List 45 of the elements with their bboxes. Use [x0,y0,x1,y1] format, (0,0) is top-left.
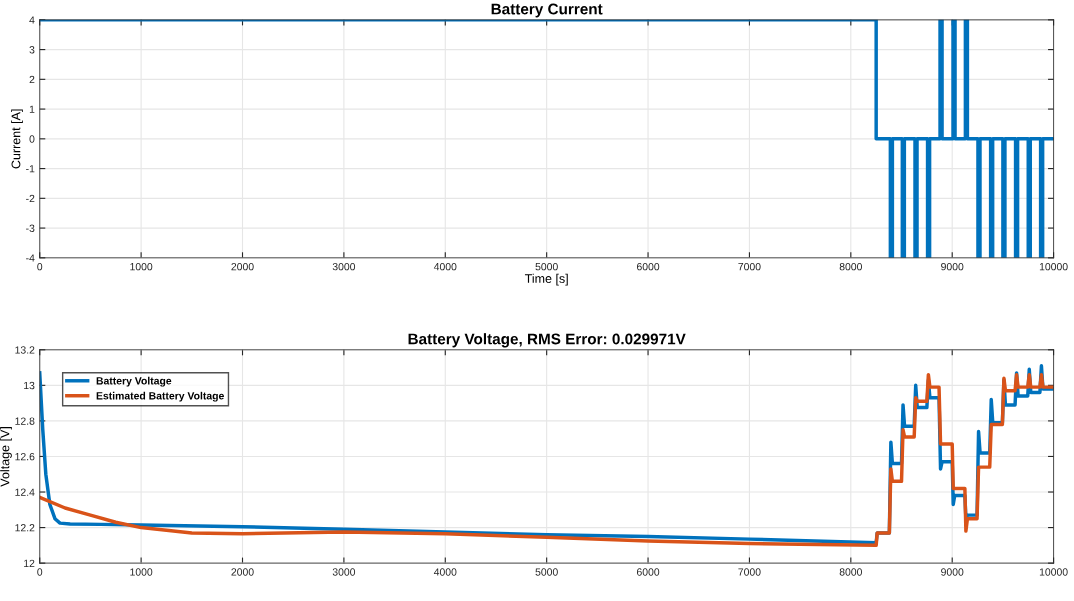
y-tick-label: 12.4 [15,488,35,496]
x-tick-label: 1000 [130,262,153,271]
y-tick-label: 12.6 [15,452,35,461]
y-tick-label: 4 [29,16,35,24]
x-tick-label: 9000 [941,262,964,271]
x-tick-label: 9000 [941,568,964,576]
y-tick-label: 3 [29,46,35,54]
chart-title: Battery Voltage, RMS Error: 0.029971V [408,333,686,348]
x-tick-label: 10000 [1039,262,1068,271]
x-axis-title: Time [s] [524,273,568,286]
y-tick-label: -2 [26,194,35,203]
y-tick-label: -4 [26,254,35,262]
y-tick-label: 13.2 [15,346,35,354]
legend-label: Estimated Battery Voltage [96,391,224,402]
x-tick-label: 3000 [332,262,356,271]
y-tick-label: 2 [29,75,35,84]
x-tick-label: 5000 [535,568,558,576]
x-tick-label: 8000 [839,568,862,576]
x-tick-label: 7000 [738,262,761,271]
legend-label: Battery Voltage [96,376,172,387]
y-tick-label: 12.8 [15,417,35,425]
x-tick-label: 0 [37,262,43,271]
y-tick-label: 0 [29,135,35,143]
x-tick-label: 4000 [433,262,457,271]
chart-title: Battery Current [491,3,603,18]
x-tick-label: 6000 [637,568,660,576]
x-tick-label: 0 [37,568,43,576]
x-tick-label: 7000 [738,568,761,576]
x-tick-label: 4000 [433,568,457,576]
x-tick-label: 2000 [231,568,254,576]
x-tick-label: 8000 [839,262,862,271]
y-tick-label: -1 [26,165,35,173]
y-tick-label: 13 [24,381,35,390]
x-tick-label: 2000 [231,262,254,271]
y-tick-label: 12 [24,559,35,567]
x-tick-label: 3000 [332,568,356,576]
x-tick-label: 1000 [130,568,153,576]
y-tick-label: 1 [29,105,35,113]
x-tick-label: 6000 [637,262,660,271]
x-tick-label: 10000 [1039,568,1068,576]
x-tick-label: 5000 [535,262,558,271]
y-tick-label: 12.2 [15,524,35,532]
y-axis-title: Current [A] [11,109,23,169]
y-tick-label: -3 [26,224,35,232]
y-axis-title: Voltage [V] [0,427,12,487]
